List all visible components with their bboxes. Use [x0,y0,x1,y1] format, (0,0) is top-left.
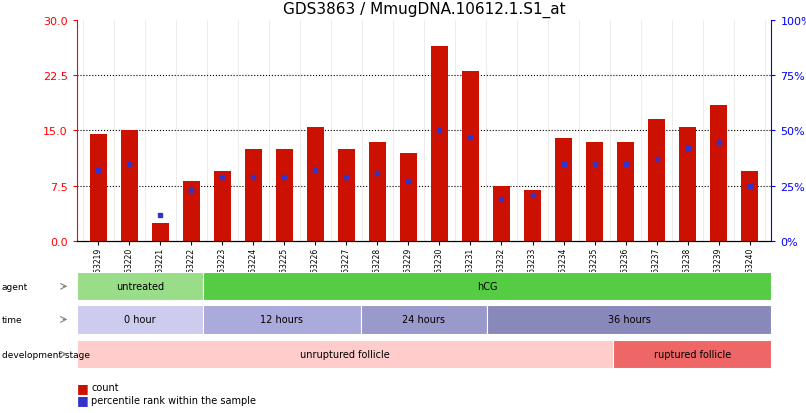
Bar [679,128,696,242]
Text: development stage: development stage [2,350,89,359]
Text: unruptured follicle: unruptured follicle [300,349,390,359]
Bar [276,150,293,242]
Text: agent: agent [2,282,28,291]
Bar [245,150,262,242]
Bar [400,153,417,242]
Bar [431,46,448,242]
Text: hCG: hCG [477,282,497,292]
Text: untreated: untreated [116,282,164,292]
Bar [741,172,758,242]
Text: ruptured follicle: ruptured follicle [654,349,731,359]
Text: 0 hour: 0 hour [124,315,156,325]
Bar [710,105,727,242]
Title: GDS3863 / MmugDNA.10612.1.S1_at: GDS3863 / MmugDNA.10612.1.S1_at [283,2,565,18]
Bar [214,172,231,242]
Bar [462,72,479,242]
Bar [121,131,138,242]
Bar [617,142,634,242]
Bar [338,150,355,242]
Text: 24 hours: 24 hours [402,315,446,325]
Text: ■: ■ [77,381,89,394]
Text: 12 hours: 12 hours [260,315,303,325]
Bar [183,181,200,242]
Bar [152,223,168,242]
Bar [555,138,572,242]
Bar [493,186,510,242]
Text: count: count [91,382,118,392]
Text: percentile rank within the sample: percentile rank within the sample [91,395,256,405]
Bar [369,142,386,242]
Text: ■: ■ [77,393,89,406]
Bar [586,142,603,242]
Text: 36 hours: 36 hours [608,315,650,325]
Text: time: time [2,315,23,324]
Bar [307,128,324,242]
Bar [524,190,541,242]
Bar [89,135,107,242]
Bar [648,120,665,242]
